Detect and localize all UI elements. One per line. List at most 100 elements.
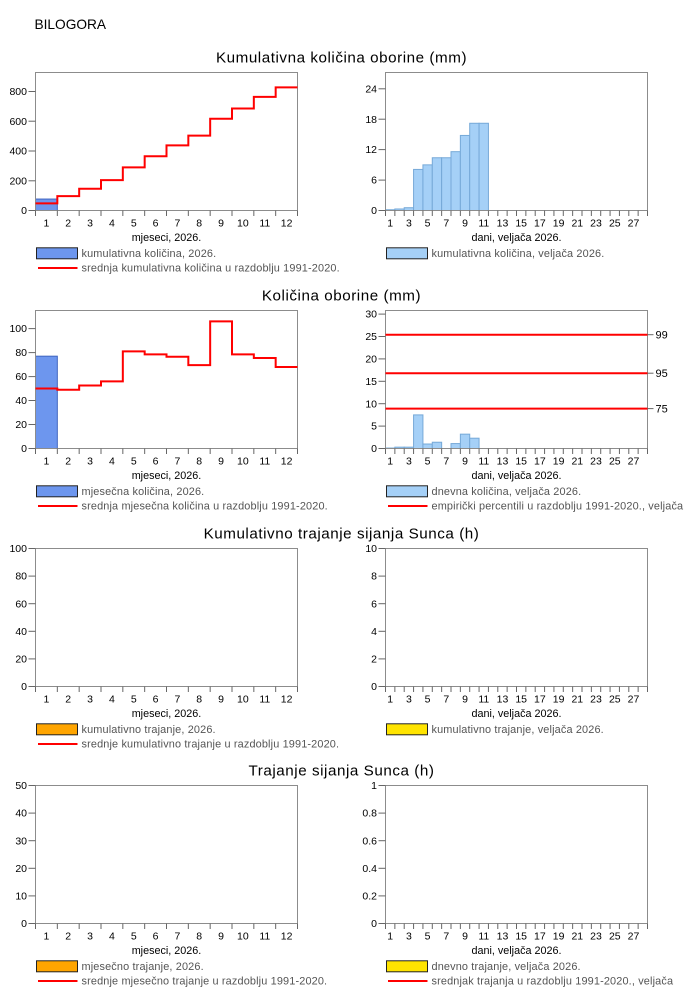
svg-text:2: 2 — [371, 654, 377, 666]
svg-text:3: 3 — [87, 218, 93, 230]
svg-text:mjesečno trajanje, 2026.: mjesečno trajanje, 2026. — [82, 961, 204, 973]
svg-text:27: 27 — [628, 218, 640, 230]
svg-text:10: 10 — [237, 456, 249, 468]
svg-text:23: 23 — [590, 931, 602, 943]
svg-text:0: 0 — [21, 443, 27, 455]
svg-text:3: 3 — [87, 931, 93, 943]
svg-text:7: 7 — [443, 931, 449, 943]
svg-text:8: 8 — [196, 456, 202, 468]
svg-text:1: 1 — [43, 694, 49, 706]
svg-text:4: 4 — [109, 931, 115, 943]
svg-text:6: 6 — [153, 456, 159, 468]
svg-text:9: 9 — [462, 694, 468, 706]
svg-text:4: 4 — [371, 626, 377, 638]
svg-text:9: 9 — [462, 218, 468, 230]
svg-text:30: 30 — [365, 309, 377, 321]
svg-text:dani, veljača 2026.: dani, veljača 2026. — [471, 945, 561, 957]
svg-text:50: 50 — [15, 780, 27, 792]
svg-text:2: 2 — [65, 456, 71, 468]
svg-text:27: 27 — [628, 456, 640, 468]
svg-text:7: 7 — [443, 694, 449, 706]
svg-text:21: 21 — [571, 931, 583, 943]
svg-text:21: 21 — [571, 218, 583, 230]
svg-text:5: 5 — [131, 456, 137, 468]
svg-text:15: 15 — [515, 456, 527, 468]
svg-text:0: 0 — [21, 918, 27, 930]
svg-text:1: 1 — [387, 694, 393, 706]
svg-text:13: 13 — [497, 931, 509, 943]
svg-text:7: 7 — [443, 218, 449, 230]
svg-text:mjeseci, 2026.: mjeseci, 2026. — [132, 232, 202, 244]
svg-text:0.6: 0.6 — [362, 835, 377, 847]
svg-text:mjeseci, 2026.: mjeseci, 2026. — [132, 945, 202, 957]
svg-text:8: 8 — [196, 218, 202, 230]
svg-text:2: 2 — [65, 218, 71, 230]
svg-text:4: 4 — [109, 694, 115, 706]
svg-text:3: 3 — [87, 456, 93, 468]
svg-text:dani, veljača 2026.: dani, veljača 2026. — [471, 470, 561, 482]
svg-text:60: 60 — [15, 598, 27, 610]
svg-text:12: 12 — [281, 456, 293, 468]
svg-text:19: 19 — [553, 456, 565, 468]
svg-text:mjeseci, 2026.: mjeseci, 2026. — [132, 470, 202, 482]
svg-text:8: 8 — [196, 931, 202, 943]
svg-text:80: 80 — [15, 347, 27, 359]
svg-text:empirički percentili u razdobl: empirički percentili u razdoblju 1991-20… — [432, 501, 685, 513]
svg-text:20: 20 — [15, 419, 27, 431]
svg-text:95: 95 — [656, 368, 668, 380]
svg-text:0: 0 — [21, 205, 27, 217]
svg-text:0: 0 — [21, 681, 27, 693]
svg-text:mjesečna količina, 2026.: mjesečna količina, 2026. — [82, 486, 205, 498]
svg-text:100: 100 — [9, 323, 27, 335]
svg-text:25: 25 — [609, 931, 621, 943]
svg-text:kumulativno trajanje, veljača: kumulativno trajanje, veljača 2026. — [432, 724, 604, 736]
svg-text:12: 12 — [281, 694, 293, 706]
svg-text:0: 0 — [371, 443, 377, 455]
svg-text:3: 3 — [406, 694, 412, 706]
svg-text:1: 1 — [43, 931, 49, 943]
svg-text:15: 15 — [515, 931, 527, 943]
svg-text:0: 0 — [371, 918, 377, 930]
svg-text:9: 9 — [218, 456, 224, 468]
svg-text:400: 400 — [9, 146, 27, 158]
svg-text:5: 5 — [131, 218, 137, 230]
svg-text:17: 17 — [534, 931, 546, 943]
svg-text:6: 6 — [371, 598, 377, 610]
svg-text:30: 30 — [15, 835, 27, 847]
svg-text:1: 1 — [43, 218, 49, 230]
svg-text:25: 25 — [365, 331, 377, 343]
svg-text:11: 11 — [478, 694, 489, 706]
svg-text:80: 80 — [15, 571, 27, 583]
svg-text:11: 11 — [259, 694, 270, 706]
svg-text:srednjak trajanja u razdoblju: srednjak trajanja u razdoblju 1991-2020.… — [432, 976, 674, 988]
svg-text:7: 7 — [174, 931, 180, 943]
svg-text:6: 6 — [153, 218, 159, 230]
svg-text:5: 5 — [425, 694, 431, 706]
svg-text:11: 11 — [478, 931, 489, 943]
svg-text:12: 12 — [365, 144, 377, 156]
svg-text:25: 25 — [609, 218, 621, 230]
svg-text:0: 0 — [371, 205, 377, 217]
svg-text:9: 9 — [218, 218, 224, 230]
svg-text:11: 11 — [259, 456, 270, 468]
svg-text:kumulativna količina, 2026.: kumulativna količina, 2026. — [82, 248, 217, 260]
svg-text:17: 17 — [534, 456, 546, 468]
svg-text:10: 10 — [365, 543, 377, 555]
svg-text:Kumulativno trajanje sijanja S: Kumulativno trajanje sijanja Sunca (h) — [204, 526, 480, 543]
svg-text:20: 20 — [15, 654, 27, 666]
svg-text:11: 11 — [478, 456, 489, 468]
svg-text:srednje kumulativno trajanje u: srednje kumulativno trajanje u razdoblju… — [82, 739, 340, 751]
svg-text:1: 1 — [387, 456, 393, 468]
svg-text:kumulativna količina, veljača: kumulativna količina, veljača 2026. — [432, 248, 605, 260]
svg-text:5: 5 — [131, 694, 137, 706]
svg-text:10: 10 — [365, 398, 377, 410]
svg-text:srednja mjesečna količina u ra: srednja mjesečna količina u razdoblju 19… — [82, 501, 328, 513]
svg-text:10: 10 — [237, 218, 249, 230]
svg-text:600: 600 — [9, 116, 27, 128]
svg-text:15: 15 — [515, 218, 527, 230]
svg-text:6: 6 — [153, 694, 159, 706]
svg-text:8: 8 — [196, 694, 202, 706]
svg-text:23: 23 — [590, 694, 602, 706]
svg-text:0: 0 — [371, 681, 377, 693]
svg-text:3: 3 — [406, 456, 412, 468]
